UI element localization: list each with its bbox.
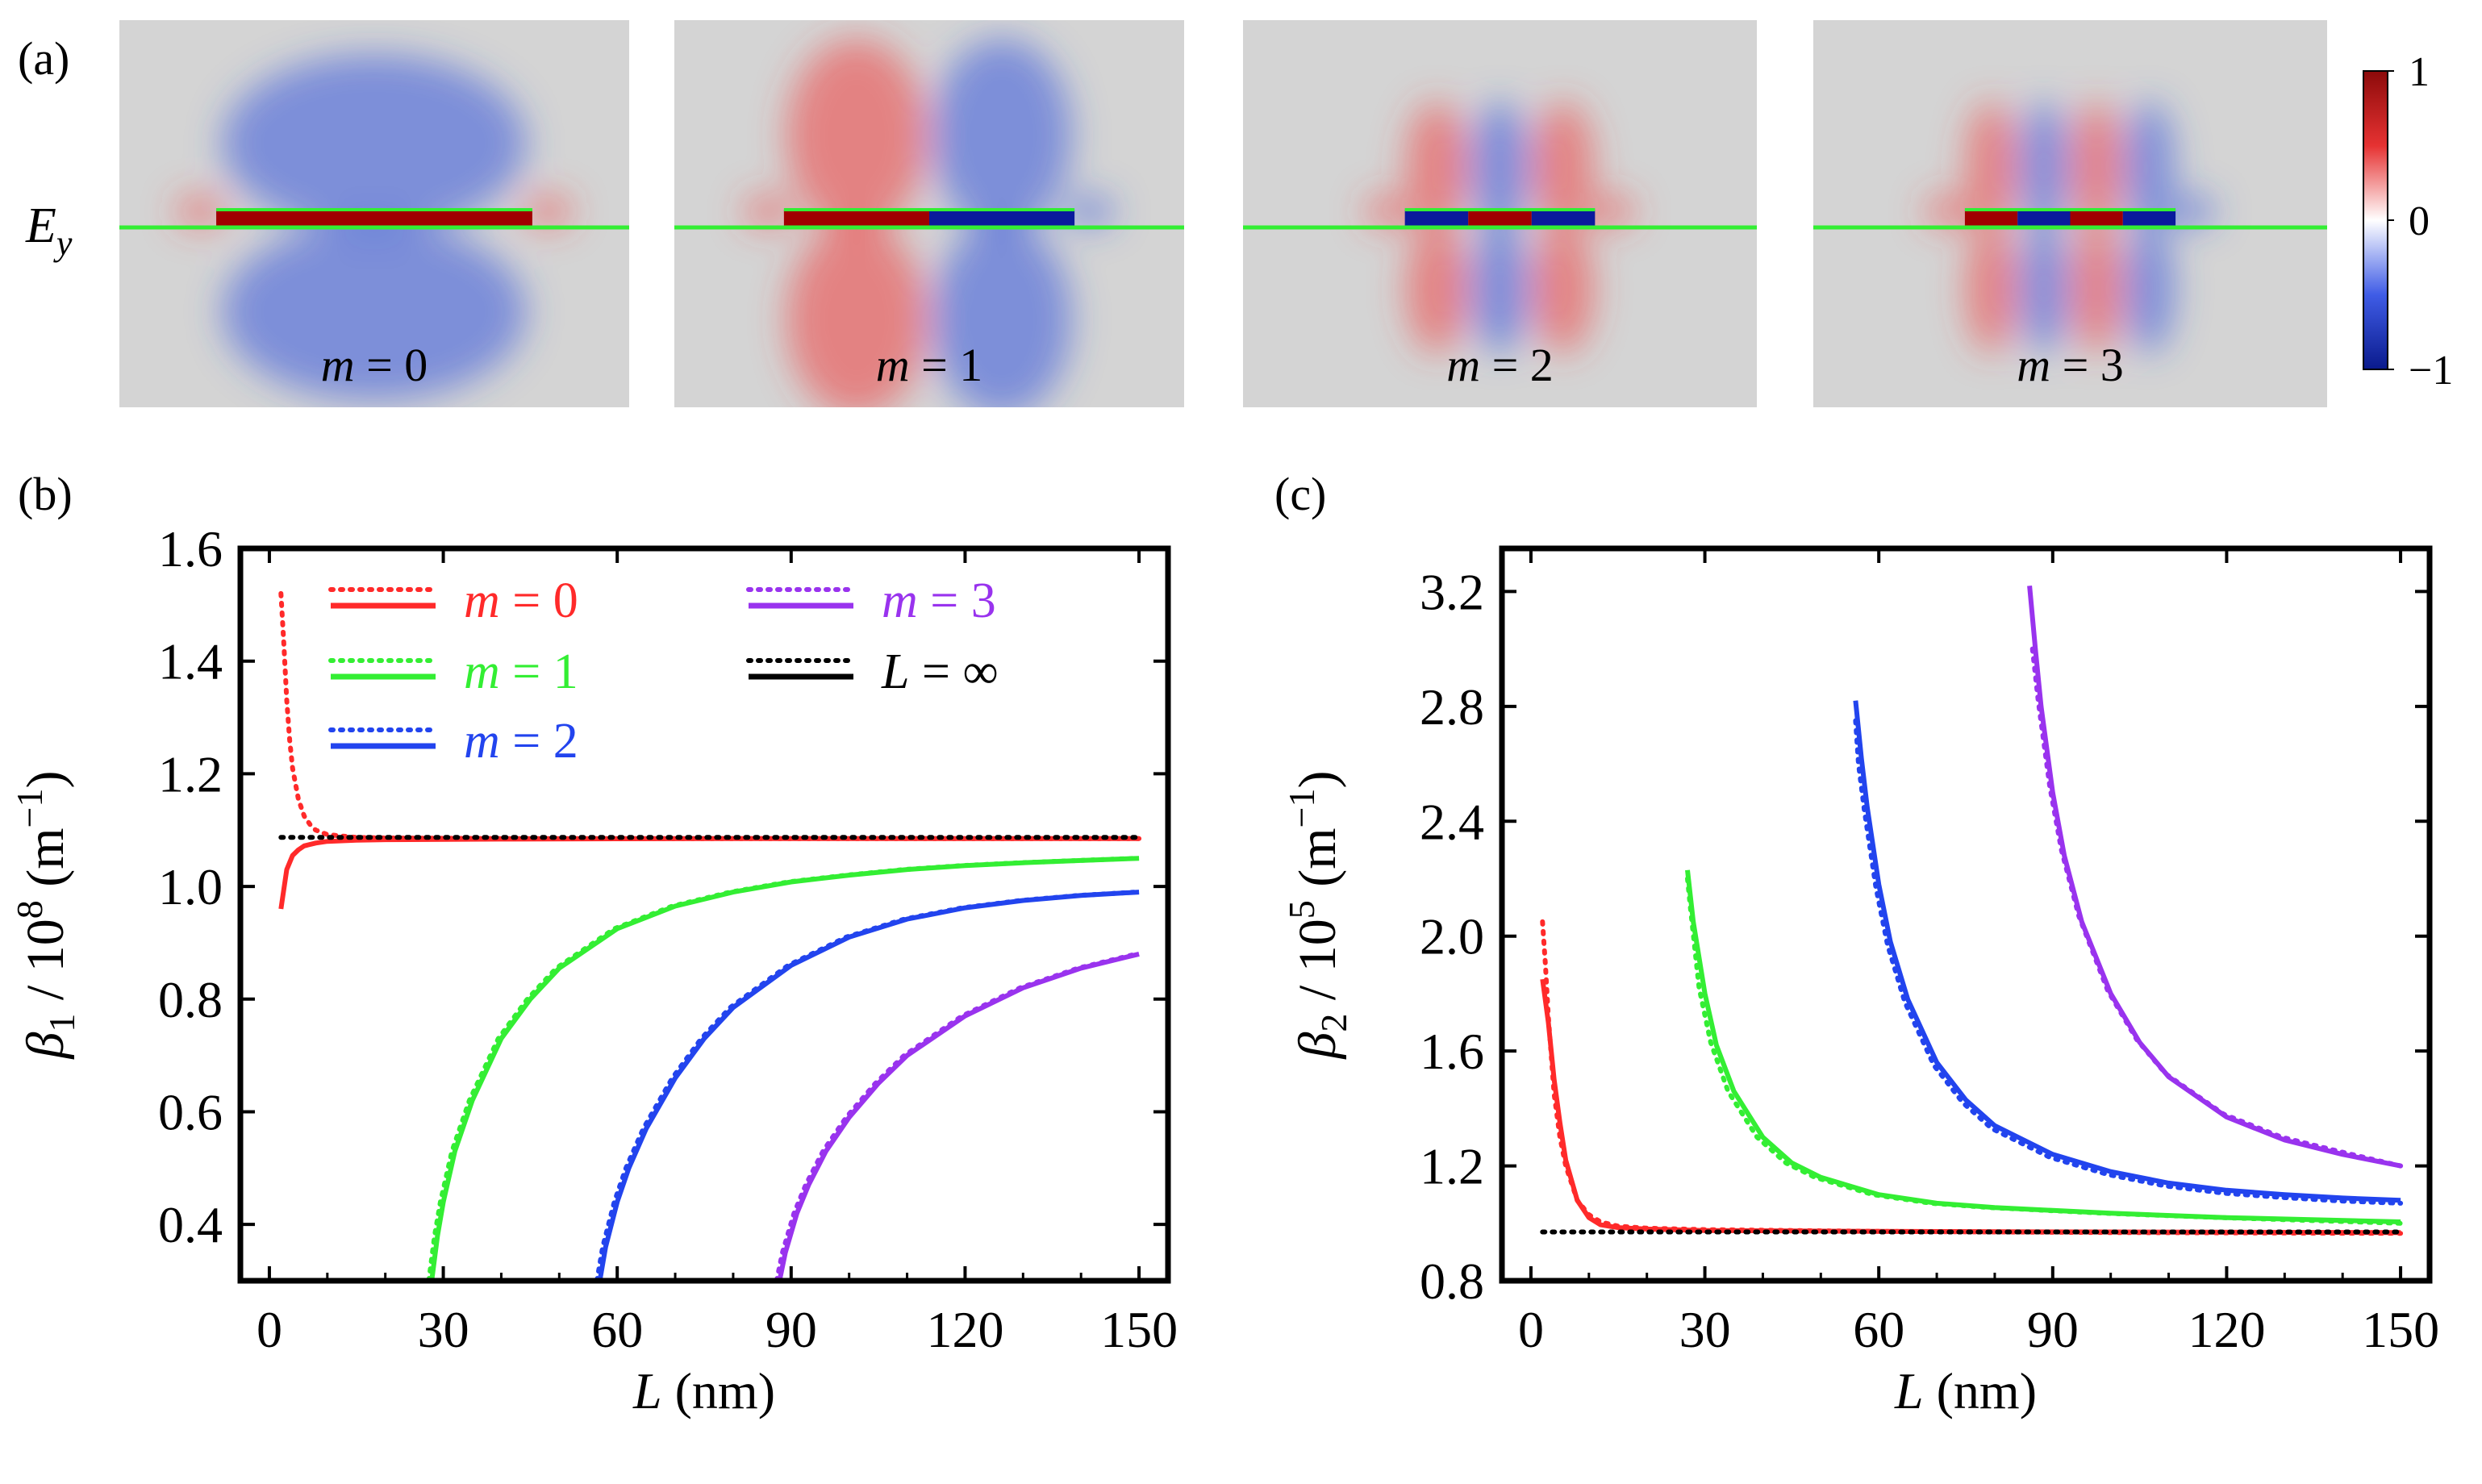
y-tick-label: 0.6 [158, 1083, 223, 1140]
legend-item: m = 0 [328, 573, 578, 628]
chart-c: 0 30 60 90 120 150 0.8 1.2 1.6 2.0 2.4 2.8 3.2 L (nm)… [1281, 545, 2439, 1419]
panel-label-a: (a) [18, 32, 69, 85]
field-mode-label: m = 0 [321, 339, 428, 391]
field-panels: m = 0 m = 1 m = 2 m = 3 [119, 20, 2327, 407]
x-tick-label: 60 [1853, 1301, 1904, 1358]
y-tick-label: 2.0 [1420, 908, 1484, 965]
y-tick-label: 1.6 [158, 520, 223, 577]
legend-label: L = ∞ [881, 644, 999, 699]
field-panel-m1: m = 1 [674, 20, 1184, 407]
y-tick-label: 1.0 [158, 858, 223, 915]
field-panel-m2: m = 2 [1243, 20, 1757, 407]
legend-label: m = 2 [464, 714, 578, 769]
plot-frame [237, 545, 1171, 1284]
series-m-3-solid- [2027, 586, 2401, 1169]
x-tick-label: 0 [257, 1301, 282, 1358]
legend-item: m = 3 [746, 573, 996, 628]
field-panel-m3: m = 3 [1813, 20, 2327, 407]
plot-area [278, 590, 1142, 1281]
x-tick-label: 90 [765, 1301, 817, 1358]
series-m-2-solid- [1853, 700, 2401, 1203]
colorbar-gradient [2363, 70, 2388, 370]
plot-area [1540, 586, 2404, 1236]
field-strip [119, 208, 629, 230]
field-panel-m0: m = 0 [119, 20, 629, 407]
field-strip [674, 208, 1184, 230]
chart-b: 0 30 60 90 120 150 0.4 0.6 0.8 1.0 1.2 1.4 1.6 L (nm)… [9, 520, 1178, 1419]
field-lobes [176, 54, 573, 401]
x-axis-label: L (nm) [632, 1362, 775, 1419]
colorbar-tick-label: −1 [2409, 348, 2453, 394]
legend-item: m = 1 [328, 644, 578, 699]
y-tick-label: 2.4 [1420, 793, 1484, 850]
x-tick-label: 30 [1679, 1301, 1731, 1358]
x-tick-label: 150 [1100, 1301, 1178, 1358]
series-m-3-solid- [777, 951, 1140, 1281]
panel-label-b: (b) [18, 468, 73, 520]
y-tick-label: 0.4 [158, 1196, 223, 1253]
legend-item: L = ∞ [746, 644, 999, 699]
y-tick-label: 1.2 [158, 745, 223, 802]
series-m-2-dotted- [1853, 718, 2404, 1206]
field-lobes [1364, 102, 1636, 353]
x-tick-label: 60 [591, 1301, 643, 1358]
legend-label: m = 3 [882, 573, 996, 628]
y-tick-label: 0.8 [158, 971, 223, 1028]
y-axis-label: β1 / 108 (m−1) [9, 771, 82, 1061]
colorbar-tick-label: 0 [2409, 198, 2430, 244]
field-mode-label: m = 3 [2017, 339, 2124, 391]
colorbar-tick-label: 1 [2409, 49, 2430, 95]
y-axis-label: β2 / 105 (m−1) [1281, 771, 1354, 1061]
field-ylabel: Ey [25, 198, 73, 263]
series-m-0-dotted- [278, 590, 1142, 841]
y-tick-label: 3.2 [1420, 563, 1484, 620]
series-m-1-dotted- [1685, 876, 2404, 1226]
colorbar: 1 0 −1 [2363, 49, 2453, 394]
x-tick-label: 120 [2188, 1301, 2265, 1358]
legend-item: m = 2 [328, 714, 578, 769]
field-mode-label: m = 2 [1446, 339, 1554, 391]
y-tick-label: 0.8 [1420, 1253, 1484, 1310]
y-tick-label: 2.8 [1420, 678, 1484, 736]
y-tick-label: 1.4 [158, 633, 223, 690]
field-strip [1243, 208, 1757, 230]
field-mode-label: m = 1 [876, 339, 983, 391]
legend-label: m = 0 [464, 573, 578, 628]
series-m-2-dotted- [594, 890, 1139, 1281]
x-axis-label: L (nm) [1894, 1362, 2037, 1419]
series-m-1-dotted- [426, 856, 1139, 1281]
legend-label: m = 1 [464, 644, 578, 699]
y-tick-label: 1.2 [1420, 1138, 1484, 1195]
field-lobes [1924, 102, 2217, 353]
panel-label-c: (c) [1274, 468, 1326, 520]
series-m-3-dotted- [2029, 646, 2404, 1169]
x-tick-label: 30 [418, 1301, 469, 1358]
x-tick-label: 0 [1518, 1301, 1544, 1358]
series-m-1-solid- [429, 856, 1140, 1281]
x-tick-label: 150 [2362, 1301, 2439, 1358]
series-m-3-dotted- [774, 951, 1139, 1281]
x-tick-label: 90 [2027, 1301, 2079, 1358]
y-tick-label: 1.6 [1420, 1023, 1484, 1080]
plot-frame [1499, 545, 2433, 1284]
field-strip [1813, 208, 2327, 230]
x-tick-label: 120 [926, 1301, 1003, 1358]
series-m-0-dotted- [1540, 919, 2404, 1236]
legend: m = 0 m = 1 m = 2 m = 3 L = ∞ [328, 573, 999, 769]
field-lobes [743, 39, 1116, 407]
series-m-2-solid- [597, 890, 1140, 1281]
